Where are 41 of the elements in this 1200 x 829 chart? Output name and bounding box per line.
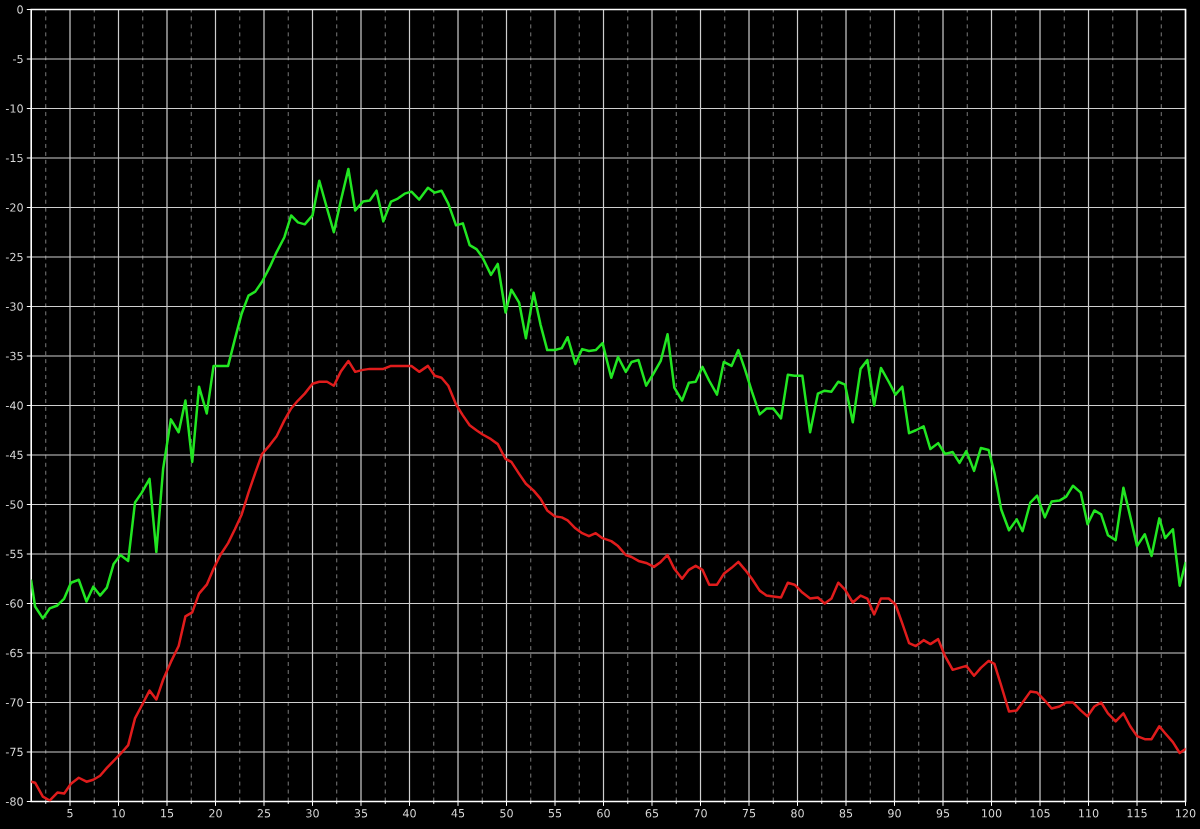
x-tick-label: 15 — [161, 809, 174, 818]
y-tick-label: -50 — [5, 500, 23, 509]
x-tick-label: 30 — [306, 809, 319, 818]
x-tick-label: 105 — [1030, 809, 1050, 818]
y-tick-label: -65 — [5, 648, 23, 658]
x-tick-label: 40 — [402, 809, 416, 818]
x-tick-label: 55 — [548, 809, 562, 818]
x-tick-label: 120 — [1176, 809, 1196, 818]
x-tick-label: 60 — [597, 809, 610, 818]
y-tick-label: -35 — [5, 351, 23, 361]
y-tick-label: -5 — [13, 54, 23, 64]
y-tick-label: -20 — [5, 203, 23, 212]
x-tick-label: 20 — [209, 809, 222, 818]
x-tick-label: 10 — [112, 809, 125, 818]
x-tick-label: 75 — [742, 809, 756, 818]
y-tick-label: 0 — [17, 5, 23, 14]
x-tick-label: 35 — [354, 809, 368, 818]
x-tick-label: 85 — [839, 809, 853, 818]
y-tick-label: -55 — [5, 549, 23, 559]
x-tick-label: 70 — [694, 809, 707, 818]
y-tick-label: -10 — [5, 104, 23, 113]
x-tick-label: 115 — [1127, 809, 1147, 818]
x-tick-label: 110 — [1079, 809, 1099, 818]
y-tick-label: -30 — [5, 302, 23, 311]
x-tick-label: 90 — [888, 809, 901, 818]
y-tick-label: -25 — [5, 252, 23, 262]
y-tick-label: -45 — [5, 450, 23, 460]
y-tick-label: -40 — [5, 401, 23, 410]
y-tick-label: -15 — [5, 153, 23, 163]
y-tick-label: -70 — [5, 698, 23, 707]
x-tick-label: 95 — [936, 809, 950, 818]
x-tick-label: 80 — [791, 809, 804, 818]
x-tick-label: 100 — [982, 809, 1002, 818]
x-tick-label: 65 — [645, 809, 659, 818]
x-tick-label: 50 — [500, 809, 513, 818]
y-tick-label: -80 — [5, 797, 23, 806]
y-tick-label: -75 — [5, 747, 23, 757]
x-tick-label: 45 — [451, 809, 465, 818]
y-tick-label: -60 — [5, 599, 23, 608]
x-tick-label: 5 — [67, 809, 73, 818]
x-tick-label: 25 — [257, 809, 271, 818]
